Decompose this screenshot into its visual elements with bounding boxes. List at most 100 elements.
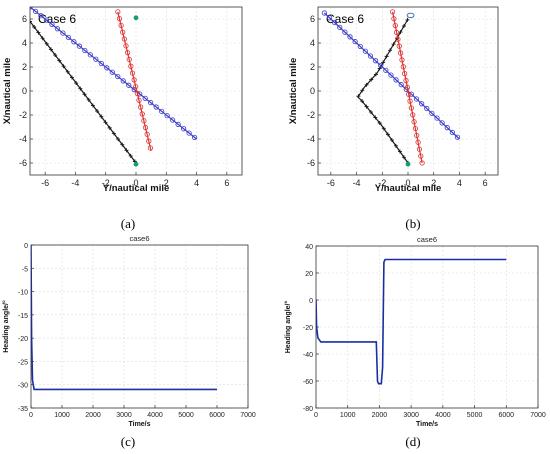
series-marker-circle bbox=[454, 134, 461, 140]
series-marker-circle bbox=[411, 119, 417, 125]
y-tick-label: 0 bbox=[24, 243, 28, 250]
y-tick-label: 40 bbox=[305, 244, 313, 251]
series-marker-circle bbox=[342, 29, 348, 35]
series-marker-circle bbox=[419, 101, 425, 107]
series-marker-circle bbox=[120, 78, 126, 84]
series-marker-circle bbox=[392, 22, 398, 29]
series-marker-plus bbox=[40, 36, 45, 41]
series-marker-circle bbox=[115, 73, 121, 80]
x-tick-label: 3000 bbox=[403, 412, 419, 419]
x-tick-label: -4 bbox=[353, 178, 361, 188]
y-tick-label: 4 bbox=[310, 38, 315, 48]
series-marker-circle bbox=[449, 129, 455, 136]
series-marker-circle bbox=[98, 60, 104, 67]
series-marker-plus bbox=[111, 131, 116, 136]
series-marker-circle bbox=[93, 56, 99, 62]
series-marker-circle bbox=[357, 43, 363, 50]
series-marker-circle bbox=[403, 77, 409, 84]
series-marker-plus bbox=[69, 75, 74, 80]
series-marker-plus bbox=[32, 25, 37, 30]
series-marker-circle bbox=[439, 120, 445, 126]
chart-panel-d: 0 1000 2000 3000 4000 5000 6000 7000 -80 -60 -40 -2… bbox=[284, 235, 546, 428]
chart-title: Case 6 bbox=[38, 12, 76, 26]
x-axis-label: Y/nautical mile bbox=[103, 183, 170, 194]
series-marker-plus bbox=[360, 99, 365, 104]
chart-title: case6 bbox=[417, 235, 437, 244]
series-marker-plus bbox=[65, 69, 70, 74]
series-marker-circle bbox=[394, 29, 400, 36]
series-marker-plus bbox=[61, 64, 66, 69]
series-marker-plus bbox=[78, 86, 83, 91]
series-marker-circle bbox=[109, 69, 115, 75]
series-marker-plus bbox=[373, 115, 378, 120]
series-marker-circle bbox=[120, 29, 126, 35]
series-marker-circle bbox=[383, 67, 389, 73]
ship-position-ring bbox=[406, 12, 415, 19]
series-marker-circle bbox=[414, 132, 420, 139]
y-tick-label: -25 bbox=[18, 359, 28, 366]
series-marker-circle bbox=[142, 95, 148, 101]
x-tick-label: 2 bbox=[431, 178, 436, 188]
series-marker-circle bbox=[429, 110, 435, 116]
series-line-0 bbox=[316, 258, 507, 385]
y-tick-label: 4 bbox=[22, 38, 27, 48]
series-marker-plus bbox=[74, 81, 79, 86]
y-tick-label: -10 bbox=[18, 290, 28, 297]
x-axis-label: Y/nautical mile bbox=[375, 183, 442, 194]
series-marker-circle bbox=[49, 21, 55, 27]
plot-area bbox=[31, 245, 248, 408]
x-tick-label: 4000 bbox=[435, 412, 451, 419]
x-tick-label: -6 bbox=[327, 178, 335, 188]
series-group bbox=[321, 9, 461, 167]
series-marker-circle bbox=[60, 30, 66, 36]
chart-panel-c: 0 1000 2000 3000 4000 5000 6000 7000 -35 -30 -25 -2… bbox=[2, 234, 256, 428]
series-marker-circle bbox=[419, 160, 425, 166]
series-marker-plus bbox=[377, 120, 382, 125]
y-tick-label: 6 bbox=[22, 14, 27, 24]
series-marker-circle bbox=[406, 91, 412, 97]
series-marker-circle bbox=[362, 48, 368, 54]
series-marker-circle bbox=[115, 9, 121, 15]
series-marker-circle bbox=[337, 24, 343, 30]
series-marker-circle bbox=[434, 115, 440, 121]
y-tick-label: -30 bbox=[18, 383, 28, 390]
series-line-2 bbox=[117, 11, 152, 152]
series-marker-plus bbox=[402, 23, 407, 28]
series-marker-circle bbox=[159, 108, 165, 114]
y-tick-label: -40 bbox=[303, 352, 313, 359]
series-marker-plus bbox=[364, 82, 369, 87]
y-tick-label: 0 bbox=[22, 86, 27, 96]
series-marker-circle bbox=[181, 126, 187, 132]
series-marker-circle bbox=[121, 36, 127, 42]
series-marker-circle bbox=[321, 10, 328, 16]
series-marker-plus bbox=[103, 120, 108, 125]
series-marker-plus bbox=[389, 138, 394, 143]
series-marker-circle bbox=[410, 112, 416, 118]
series-marker-circle bbox=[352, 39, 358, 45]
series-marker-plus bbox=[120, 142, 125, 147]
ship-position-point bbox=[133, 161, 139, 167]
series-marker-plus bbox=[401, 155, 406, 160]
series-marker-plus bbox=[384, 54, 389, 59]
series-marker-plus bbox=[57, 58, 62, 63]
series-marker-circle bbox=[444, 125, 450, 131]
y-axis-label: X/nautical mile bbox=[288, 58, 299, 125]
series-marker-plus bbox=[360, 88, 365, 93]
series-marker-plus bbox=[364, 104, 369, 109]
series-marker-circle bbox=[402, 71, 408, 77]
series-marker-circle bbox=[404, 84, 410, 90]
series-marker-circle bbox=[393, 77, 399, 83]
series-marker-circle bbox=[400, 64, 406, 70]
x-tick-label: 5000 bbox=[178, 412, 194, 419]
series-marker-circle bbox=[388, 72, 394, 78]
series-marker-circle bbox=[30, 7, 33, 10]
series-marker-plus bbox=[391, 42, 396, 47]
series-marker-circle bbox=[65, 34, 72, 41]
series-marker-circle bbox=[133, 84, 139, 90]
series-marker-circle bbox=[415, 139, 421, 145]
series-marker-circle bbox=[87, 52, 93, 58]
x-tick-label: 3000 bbox=[116, 412, 132, 419]
series-marker-circle bbox=[395, 36, 401, 42]
series-marker-plus bbox=[82, 92, 87, 97]
chart-title: case6 bbox=[129, 234, 149, 243]
